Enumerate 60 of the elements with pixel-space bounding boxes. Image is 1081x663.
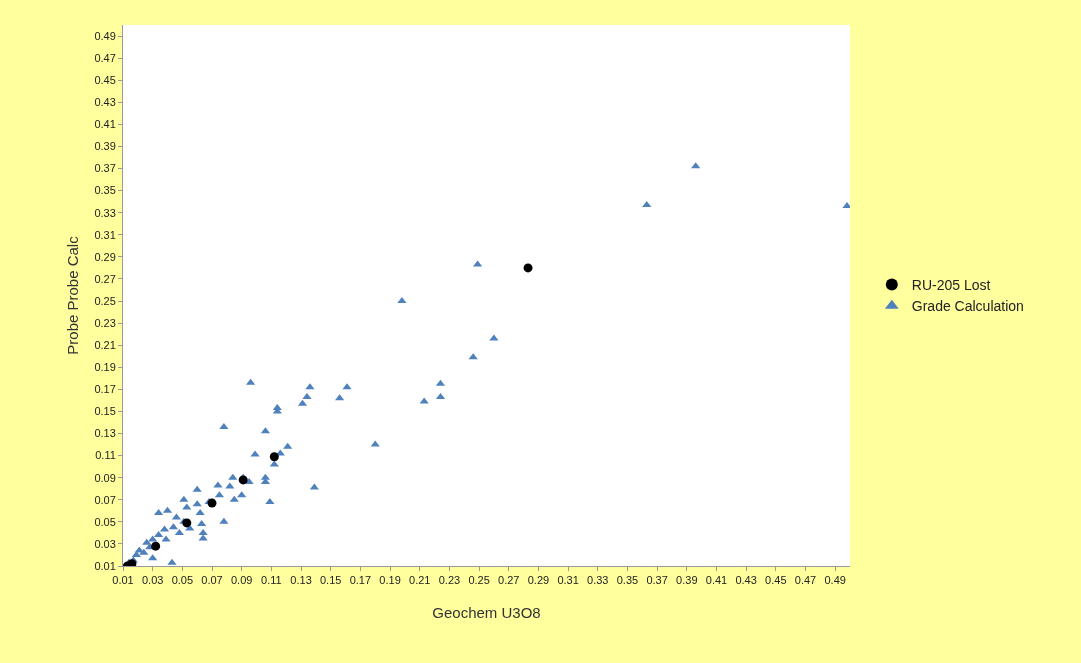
point bbox=[182, 518, 192, 528]
y-tick-label: 0.25 bbox=[94, 294, 116, 307]
y-tick-label: 0.29 bbox=[94, 250, 116, 263]
y-tick-label: 0.07 bbox=[94, 493, 116, 506]
y-tick-label: 0.41 bbox=[94, 118, 116, 131]
x-tick-label: 0.27 bbox=[498, 574, 520, 587]
y-tick-label: 0.05 bbox=[94, 515, 116, 528]
y-tick-label: 0.15 bbox=[94, 405, 116, 418]
y-tick-label: 0.47 bbox=[94, 51, 116, 64]
legend-label: RU-205 Lost bbox=[911, 277, 991, 294]
x-axis-title: Geochem U3O8 bbox=[432, 604, 541, 622]
x-tick-label: 0.39 bbox=[676, 574, 698, 587]
y-tick-label: 0.23 bbox=[94, 316, 116, 329]
y-tick-label: 0.45 bbox=[94, 74, 116, 87]
x-tick-label: 0.15 bbox=[320, 574, 342, 587]
y-tick-label: 0.03 bbox=[94, 537, 116, 550]
point bbox=[269, 452, 279, 462]
x-tick-label: 0.31 bbox=[557, 574, 579, 587]
x-tick-label: 0.13 bbox=[290, 574, 312, 587]
x-tick-label: 0.35 bbox=[616, 574, 639, 587]
y-tick-label: 0.33 bbox=[94, 206, 116, 219]
x-tick-label: 0.49 bbox=[824, 574, 846, 587]
point bbox=[207, 498, 217, 508]
point bbox=[523, 263, 533, 273]
legend-label: Grade Calculation bbox=[911, 298, 1024, 315]
y-tick-label: 0.43 bbox=[94, 96, 116, 109]
y-tick-label: 0.49 bbox=[94, 29, 116, 42]
y-tick-label: 0.19 bbox=[94, 361, 116, 374]
x-tick-label: 0.41 bbox=[705, 574, 728, 587]
x-tick-label: 0.25 bbox=[468, 574, 490, 587]
x-tick-label: 0.29 bbox=[527, 574, 550, 587]
x-tick-label: 0.33 bbox=[587, 574, 609, 587]
x-tick-label: 0.47 bbox=[794, 574, 817, 587]
y-tick-label: 0.39 bbox=[94, 140, 116, 153]
y-axis-title: Probe Probe Calc bbox=[63, 235, 81, 355]
x-tick-label: 0.07 bbox=[201, 574, 223, 587]
y-tick-label: 0.11 bbox=[95, 449, 116, 462]
x-tick-label: 0.11 bbox=[261, 574, 282, 587]
x-tick-label: 0.17 bbox=[349, 574, 372, 587]
y-tick-label: 0.09 bbox=[94, 471, 116, 484]
y-tick-label: 0.01 bbox=[94, 559, 116, 572]
x-tick-label: 0.37 bbox=[646, 574, 668, 587]
x-tick-label: 0.01 bbox=[112, 574, 134, 587]
x-tick-label: 0.23 bbox=[438, 574, 461, 587]
y-tick-label: 0.27 bbox=[94, 272, 116, 285]
y-tick-label: 0.35 bbox=[94, 184, 116, 197]
y-tick-label: 0.31 bbox=[94, 228, 116, 241]
x-tick-label: 0.09 bbox=[230, 574, 253, 587]
point bbox=[238, 475, 248, 485]
x-tick-label: 0.21 bbox=[409, 574, 431, 587]
x-tick-label: 0.19 bbox=[379, 574, 401, 587]
x-tick-label: 0.03 bbox=[141, 574, 164, 587]
y-tick-label: 0.37 bbox=[94, 162, 116, 175]
x-tick-label: 0.05 bbox=[171, 574, 194, 587]
x-tick-label: 0.45 bbox=[765, 574, 787, 587]
x-tick-label: 0.43 bbox=[735, 574, 757, 587]
y-tick-label: 0.17 bbox=[94, 383, 116, 396]
point bbox=[151, 541, 161, 551]
y-tick-label: 0.21 bbox=[94, 339, 116, 352]
y-tick-label: 0.13 bbox=[94, 427, 116, 440]
